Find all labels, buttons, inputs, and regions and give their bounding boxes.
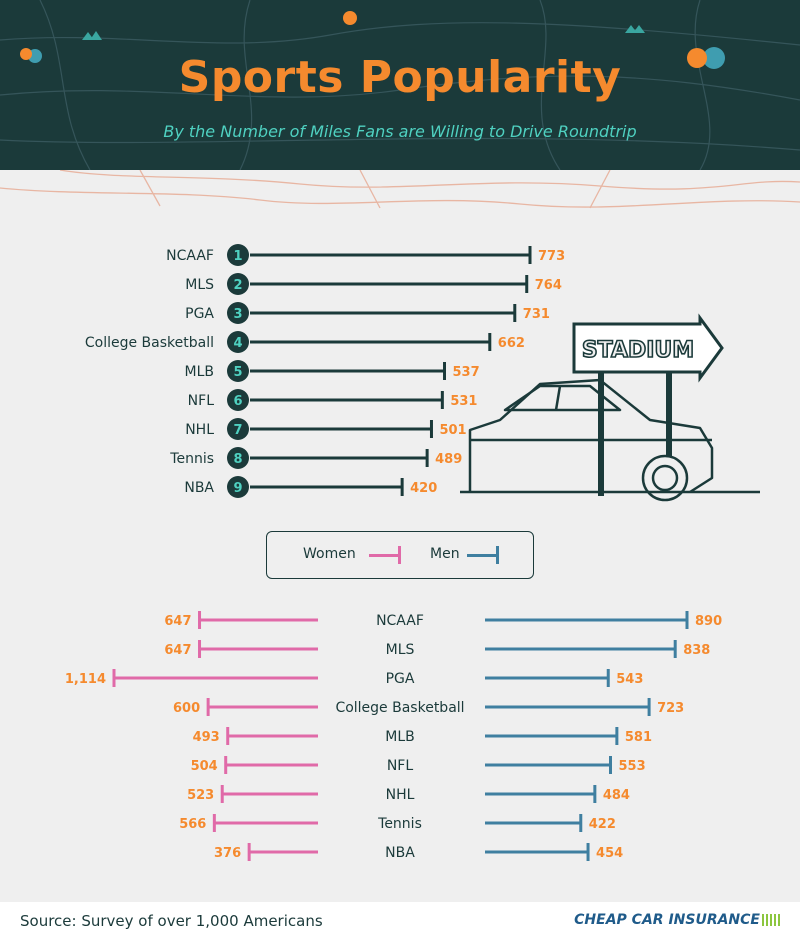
map-background	[0, 0, 800, 170]
women-value-label: 376	[214, 846, 241, 861]
value-label: 731	[523, 307, 550, 322]
category-label: College Basketball	[85, 335, 214, 351]
men-value-label: 723	[657, 701, 684, 716]
legend: Women Men	[266, 531, 534, 579]
category-label: PGA	[185, 306, 214, 322]
legend-men-swatch	[467, 554, 497, 557]
category-label: NBA	[184, 480, 214, 496]
rank-badge	[227, 447, 249, 469]
legend-men-cap	[496, 546, 499, 564]
map-pin-icon	[20, 11, 725, 69]
rank-number: 8	[233, 452, 242, 467]
men-value-label: 422	[589, 817, 616, 832]
brand-stripes-icon	[762, 914, 780, 926]
category-label: NHL	[185, 422, 214, 438]
women-value-label: 504	[191, 759, 218, 774]
value-label: 537	[453, 365, 480, 380]
value-label: 489	[435, 452, 462, 467]
truck-icon	[460, 378, 760, 502]
value-label: 420	[410, 481, 437, 496]
men-value-label: 553	[619, 759, 646, 774]
rank-badge	[227, 302, 249, 324]
truck-stadium-illustration: STADIUM	[460, 313, 760, 502]
men-value-label: 543	[616, 672, 643, 687]
women-value-label: 600	[173, 701, 200, 716]
category-label: College Basketball	[335, 700, 464, 716]
category-label: PGA	[386, 671, 415, 687]
category-label: NFL	[387, 758, 414, 774]
rank-number: 4	[233, 336, 242, 351]
category-label: NFL	[188, 393, 215, 409]
rank-number: 5	[233, 365, 242, 380]
value-label: 764	[535, 278, 562, 293]
category-label: Tennis	[169, 451, 214, 467]
women-value-label: 566	[179, 817, 206, 832]
mountain-icon	[82, 25, 645, 40]
footer: Source: Survey of over 1,000 Americans C…	[0, 902, 800, 945]
men-value-label: 454	[596, 846, 623, 861]
value-label: 531	[450, 394, 477, 409]
men-value-label: 581	[625, 730, 652, 745]
rank-badge	[227, 273, 249, 295]
women-value-label: 1,114	[65, 672, 106, 687]
brand-logo: CHEAP CAR INSURANCE	[574, 912, 780, 928]
header-banner: Sports Popularity By the Number of Miles…	[0, 0, 800, 170]
category-label: NCAAF	[166, 248, 214, 264]
brand-name: CHEAP CAR INSURANCE	[574, 912, 760, 928]
men-value-label: 484	[603, 788, 630, 803]
rank-badge	[227, 331, 249, 353]
stadium-sign-text: STADIUM	[582, 338, 694, 363]
category-label: MLS	[185, 277, 214, 293]
page-title: Sports Popularity	[178, 52, 622, 103]
rank-badge	[227, 476, 249, 498]
rank-badge	[227, 244, 249, 266]
category-label: NCAAF	[376, 613, 424, 629]
category-label: NBA	[385, 845, 415, 861]
rank-number: 9	[233, 481, 242, 496]
rank-badge	[227, 418, 249, 440]
rank-badge	[227, 360, 249, 382]
women-value-label: 647	[164, 614, 191, 629]
rank-number: 1	[233, 249, 242, 264]
value-label: 662	[498, 336, 525, 351]
rank-number: 6	[233, 394, 242, 409]
rank-badge	[227, 389, 249, 411]
men-value-label: 838	[683, 643, 710, 658]
legend-women-label: Women	[303, 546, 356, 562]
women-value-label: 523	[187, 788, 214, 803]
women-value-label: 647	[164, 643, 191, 658]
category-label: MLB	[185, 364, 214, 380]
legend-women-cap	[398, 546, 401, 564]
road-map-strip	[0, 170, 800, 209]
legend-men-label: Men	[430, 546, 460, 562]
legend-women-swatch	[369, 554, 399, 557]
source-note: Source: Survey of over 1,000 Americans	[20, 912, 323, 930]
value-label: 773	[538, 249, 565, 264]
women-value-label: 493	[193, 730, 220, 745]
value-label: 501	[439, 423, 466, 438]
category-label: Tennis	[377, 816, 422, 832]
men-value-label: 890	[695, 614, 722, 629]
rank-number: 3	[233, 307, 242, 322]
rank-number: 2	[233, 278, 242, 293]
category-label: MLS	[386, 642, 415, 658]
stadium-sign: STADIUM	[572, 313, 724, 496]
category-label: MLB	[385, 729, 414, 745]
rank-number: 7	[233, 423, 242, 438]
category-label: NHL	[386, 787, 415, 803]
page-subtitle: By the Number of Miles Fans are Willing …	[163, 122, 637, 141]
